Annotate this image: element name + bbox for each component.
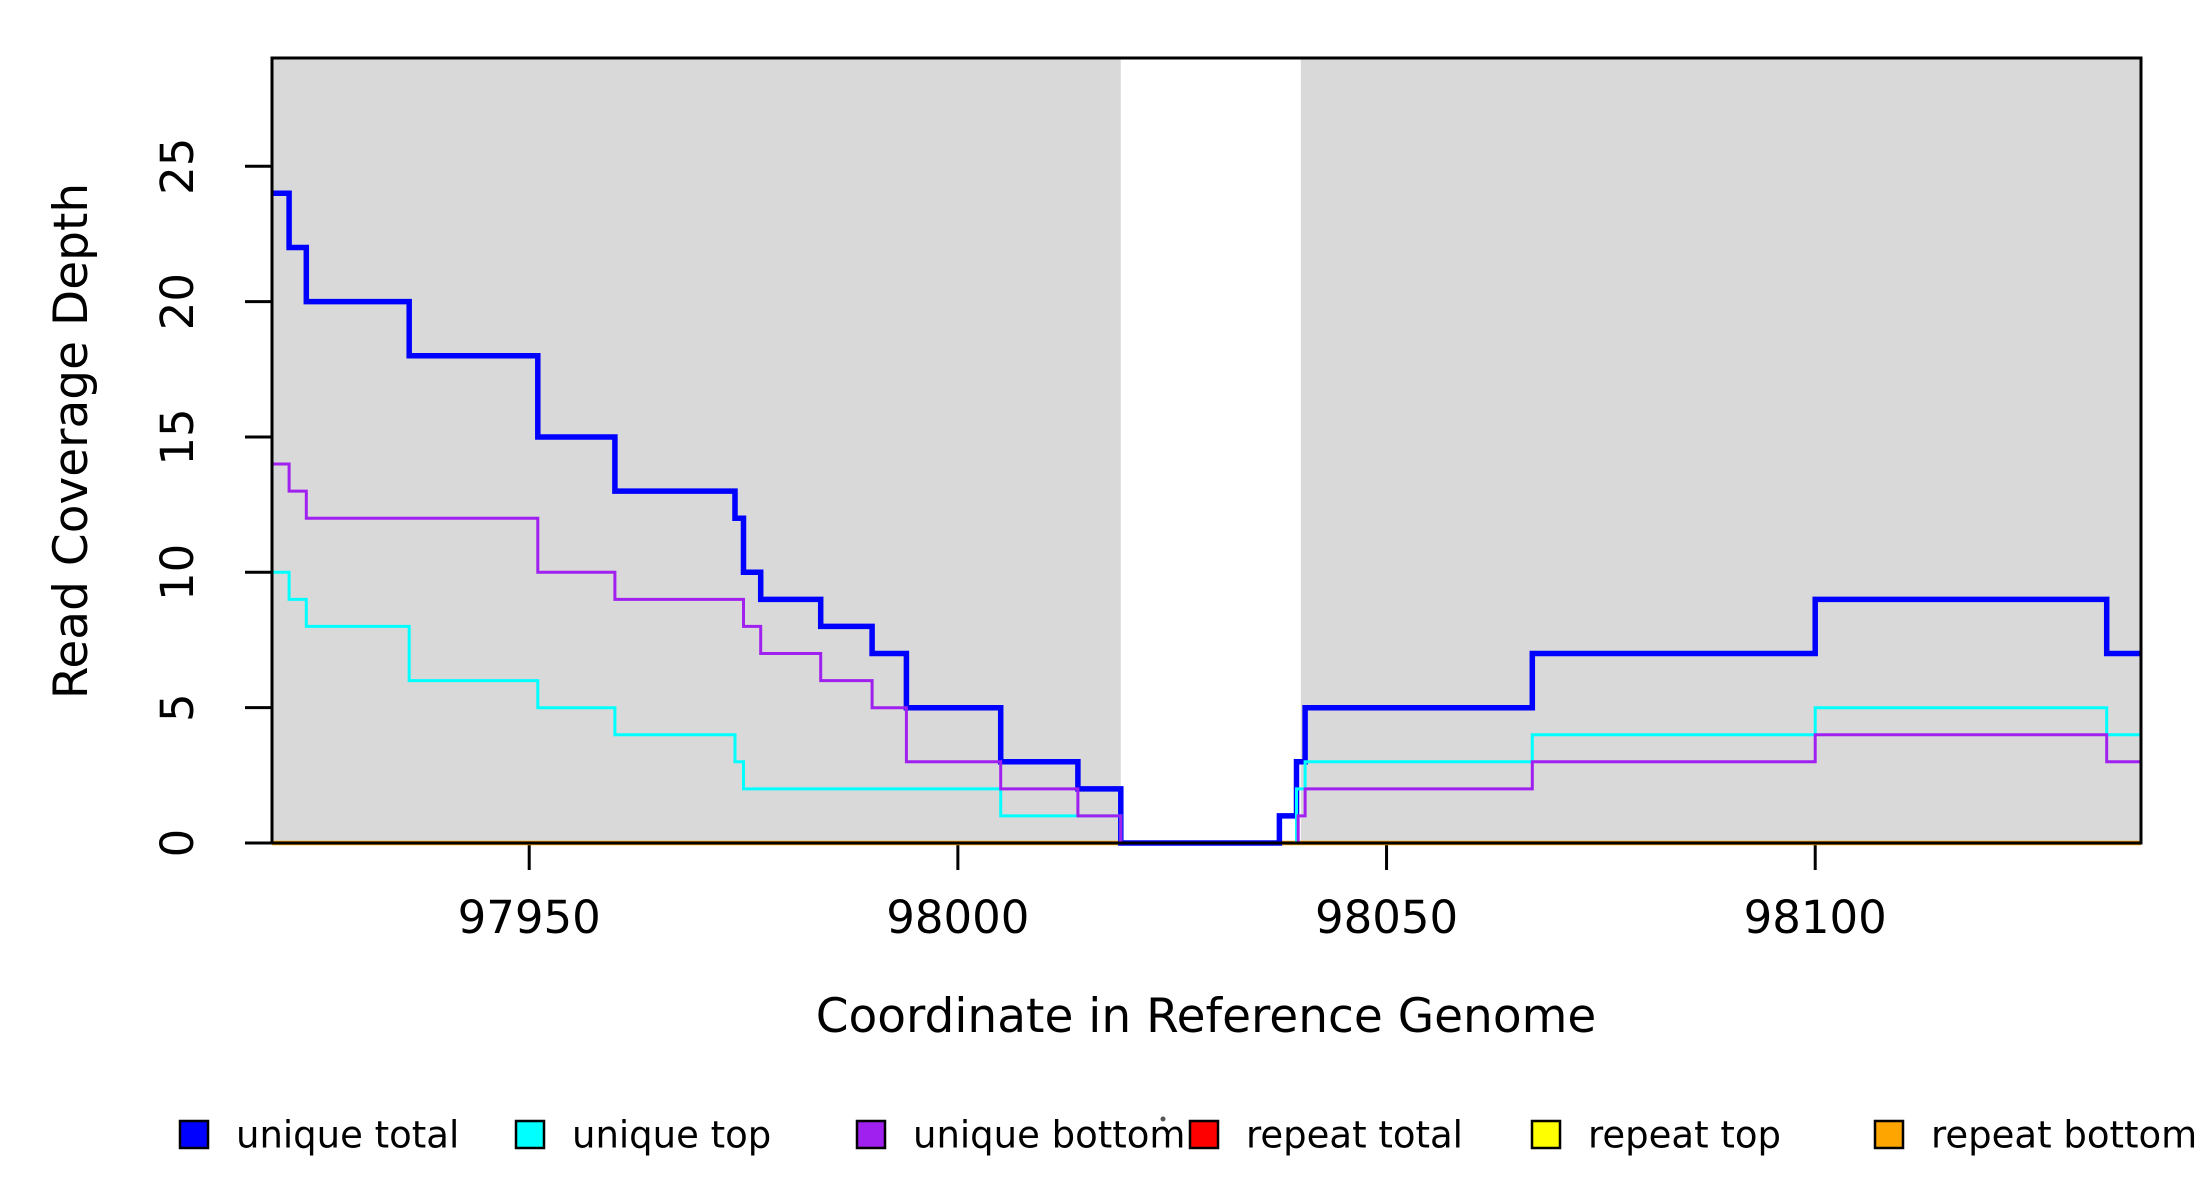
axis-tick-labels: 97950 98000 98050 98100 0 5 10 15 20 25 xyxy=(151,138,1887,944)
series-line-unique-total xyxy=(272,190,2141,846)
stray-dot-artifact xyxy=(1160,1116,1166,1122)
y-tick-label: 5 xyxy=(151,693,204,722)
y-tick-label: 0 xyxy=(151,829,204,858)
x-axis-title: Coordinate in Reference Genome xyxy=(816,989,1597,1044)
y-tick-label: 15 xyxy=(151,408,204,465)
series-line-unique-top xyxy=(272,570,2141,845)
axis-ticks xyxy=(245,164,1817,870)
legend-swatch-unique-total xyxy=(178,1119,210,1150)
x-tick-label: 97950 xyxy=(458,891,601,944)
legend: unique total unique top unique bottom repea… xyxy=(178,1114,2197,1157)
legend-swatch-repeat-top xyxy=(1530,1119,1562,1150)
legend-label-unique-bottom: unique bottom xyxy=(913,1114,1185,1157)
legend-label-unique-total: unique total xyxy=(236,1114,459,1157)
legend-swatch-unique-top xyxy=(514,1119,546,1150)
right-coverage-block xyxy=(1300,58,2141,843)
plot-border-box xyxy=(270,56,2143,845)
y-tick-label: 10 xyxy=(151,544,204,601)
x-tick-label: 98050 xyxy=(1315,891,1458,944)
legend-swatch-unique-bottom xyxy=(855,1119,887,1150)
legend-swatch-repeat-bottom xyxy=(1873,1119,1905,1150)
series-line-unique-bottom xyxy=(272,462,2141,845)
y-tick-label: 25 xyxy=(151,138,204,195)
legend-label-repeat-bottom: repeat bottom xyxy=(1931,1114,2197,1157)
left-coverage-block xyxy=(272,58,1121,843)
shaded-regions xyxy=(272,58,2141,843)
legend-label-repeat-total: repeat total xyxy=(1246,1114,1463,1157)
y-tick-label: 20 xyxy=(151,273,204,330)
legend-swatch-repeat-total xyxy=(1188,1119,1220,1150)
legend-label-repeat-top: repeat top xyxy=(1588,1114,1781,1157)
y-axis-title: Read Coverage Depth xyxy=(44,183,99,699)
x-tick-label: 98100 xyxy=(1744,891,1887,944)
x-tick-label: 98000 xyxy=(886,891,1029,944)
legend-label-unique-top: unique top xyxy=(572,1114,771,1157)
